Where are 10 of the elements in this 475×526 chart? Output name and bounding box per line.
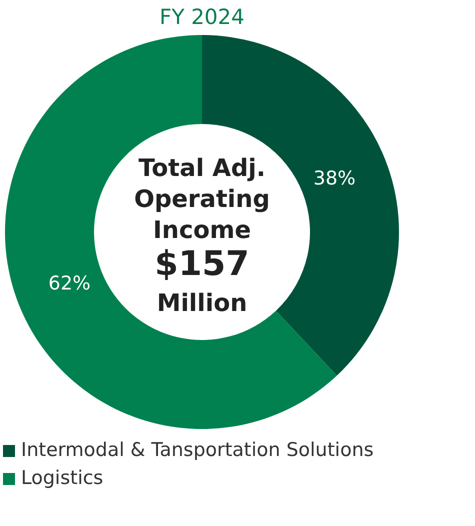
legend-label: Intermodal & Tansportation Solutions: [21, 439, 374, 461]
legend-label: Logistics: [21, 467, 104, 489]
text: $157: [154, 244, 250, 284]
text: Income: [152, 216, 252, 244]
text: Total Adj.: [138, 154, 266, 182]
chart-title: FY 2024: [159, 5, 245, 29]
data-label: 62%: [48, 272, 91, 295]
text: Operating: [134, 185, 270, 213]
text: Million: [156, 289, 248, 317]
data-label: 38%: [313, 168, 356, 190]
